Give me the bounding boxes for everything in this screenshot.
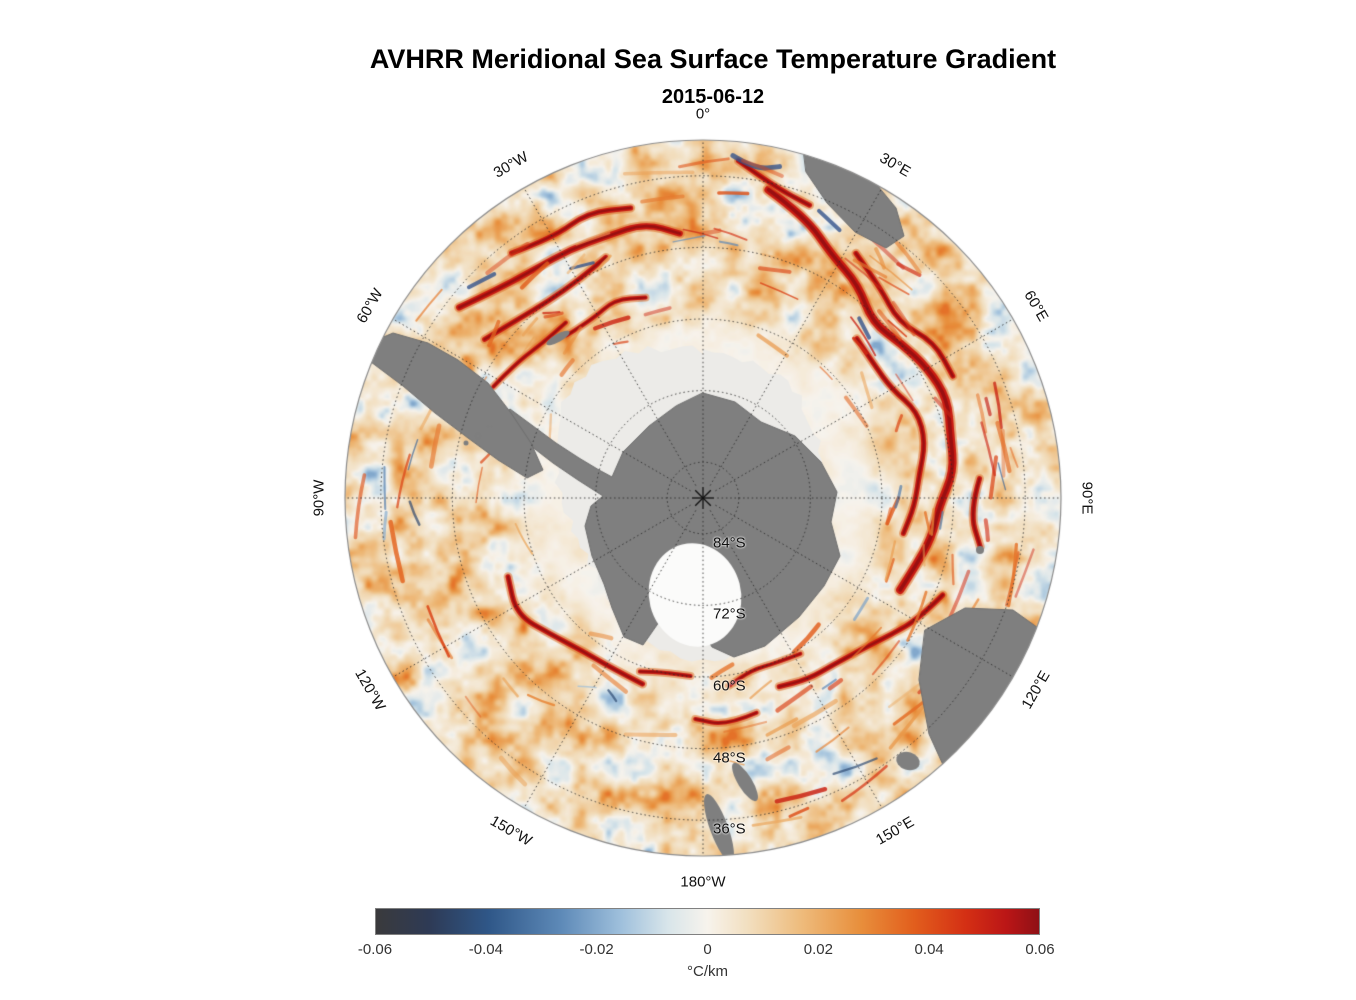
colorbar-tick-0.06: 0.06 — [1025, 941, 1055, 958]
colorbar — [375, 908, 1040, 935]
colorbar-tick-0.02: 0.02 — [803, 941, 833, 958]
colorbar-tick-m0.02: -0.02 — [579, 941, 614, 958]
colorbar-tick-0.04: 0.04 — [914, 941, 944, 958]
colorbar-tick-m0.06: -0.06 — [357, 941, 393, 958]
colorbar-tick-0: 0 — [703, 941, 712, 958]
colorbar-ticks: -0.06 -0.04 -0.02 0 0.02 0.04 0.06 — [358, 941, 1055, 959]
colorbar-unit-label: °C/km — [687, 963, 728, 980]
colorbar-tick-m0.04: -0.04 — [468, 941, 503, 958]
